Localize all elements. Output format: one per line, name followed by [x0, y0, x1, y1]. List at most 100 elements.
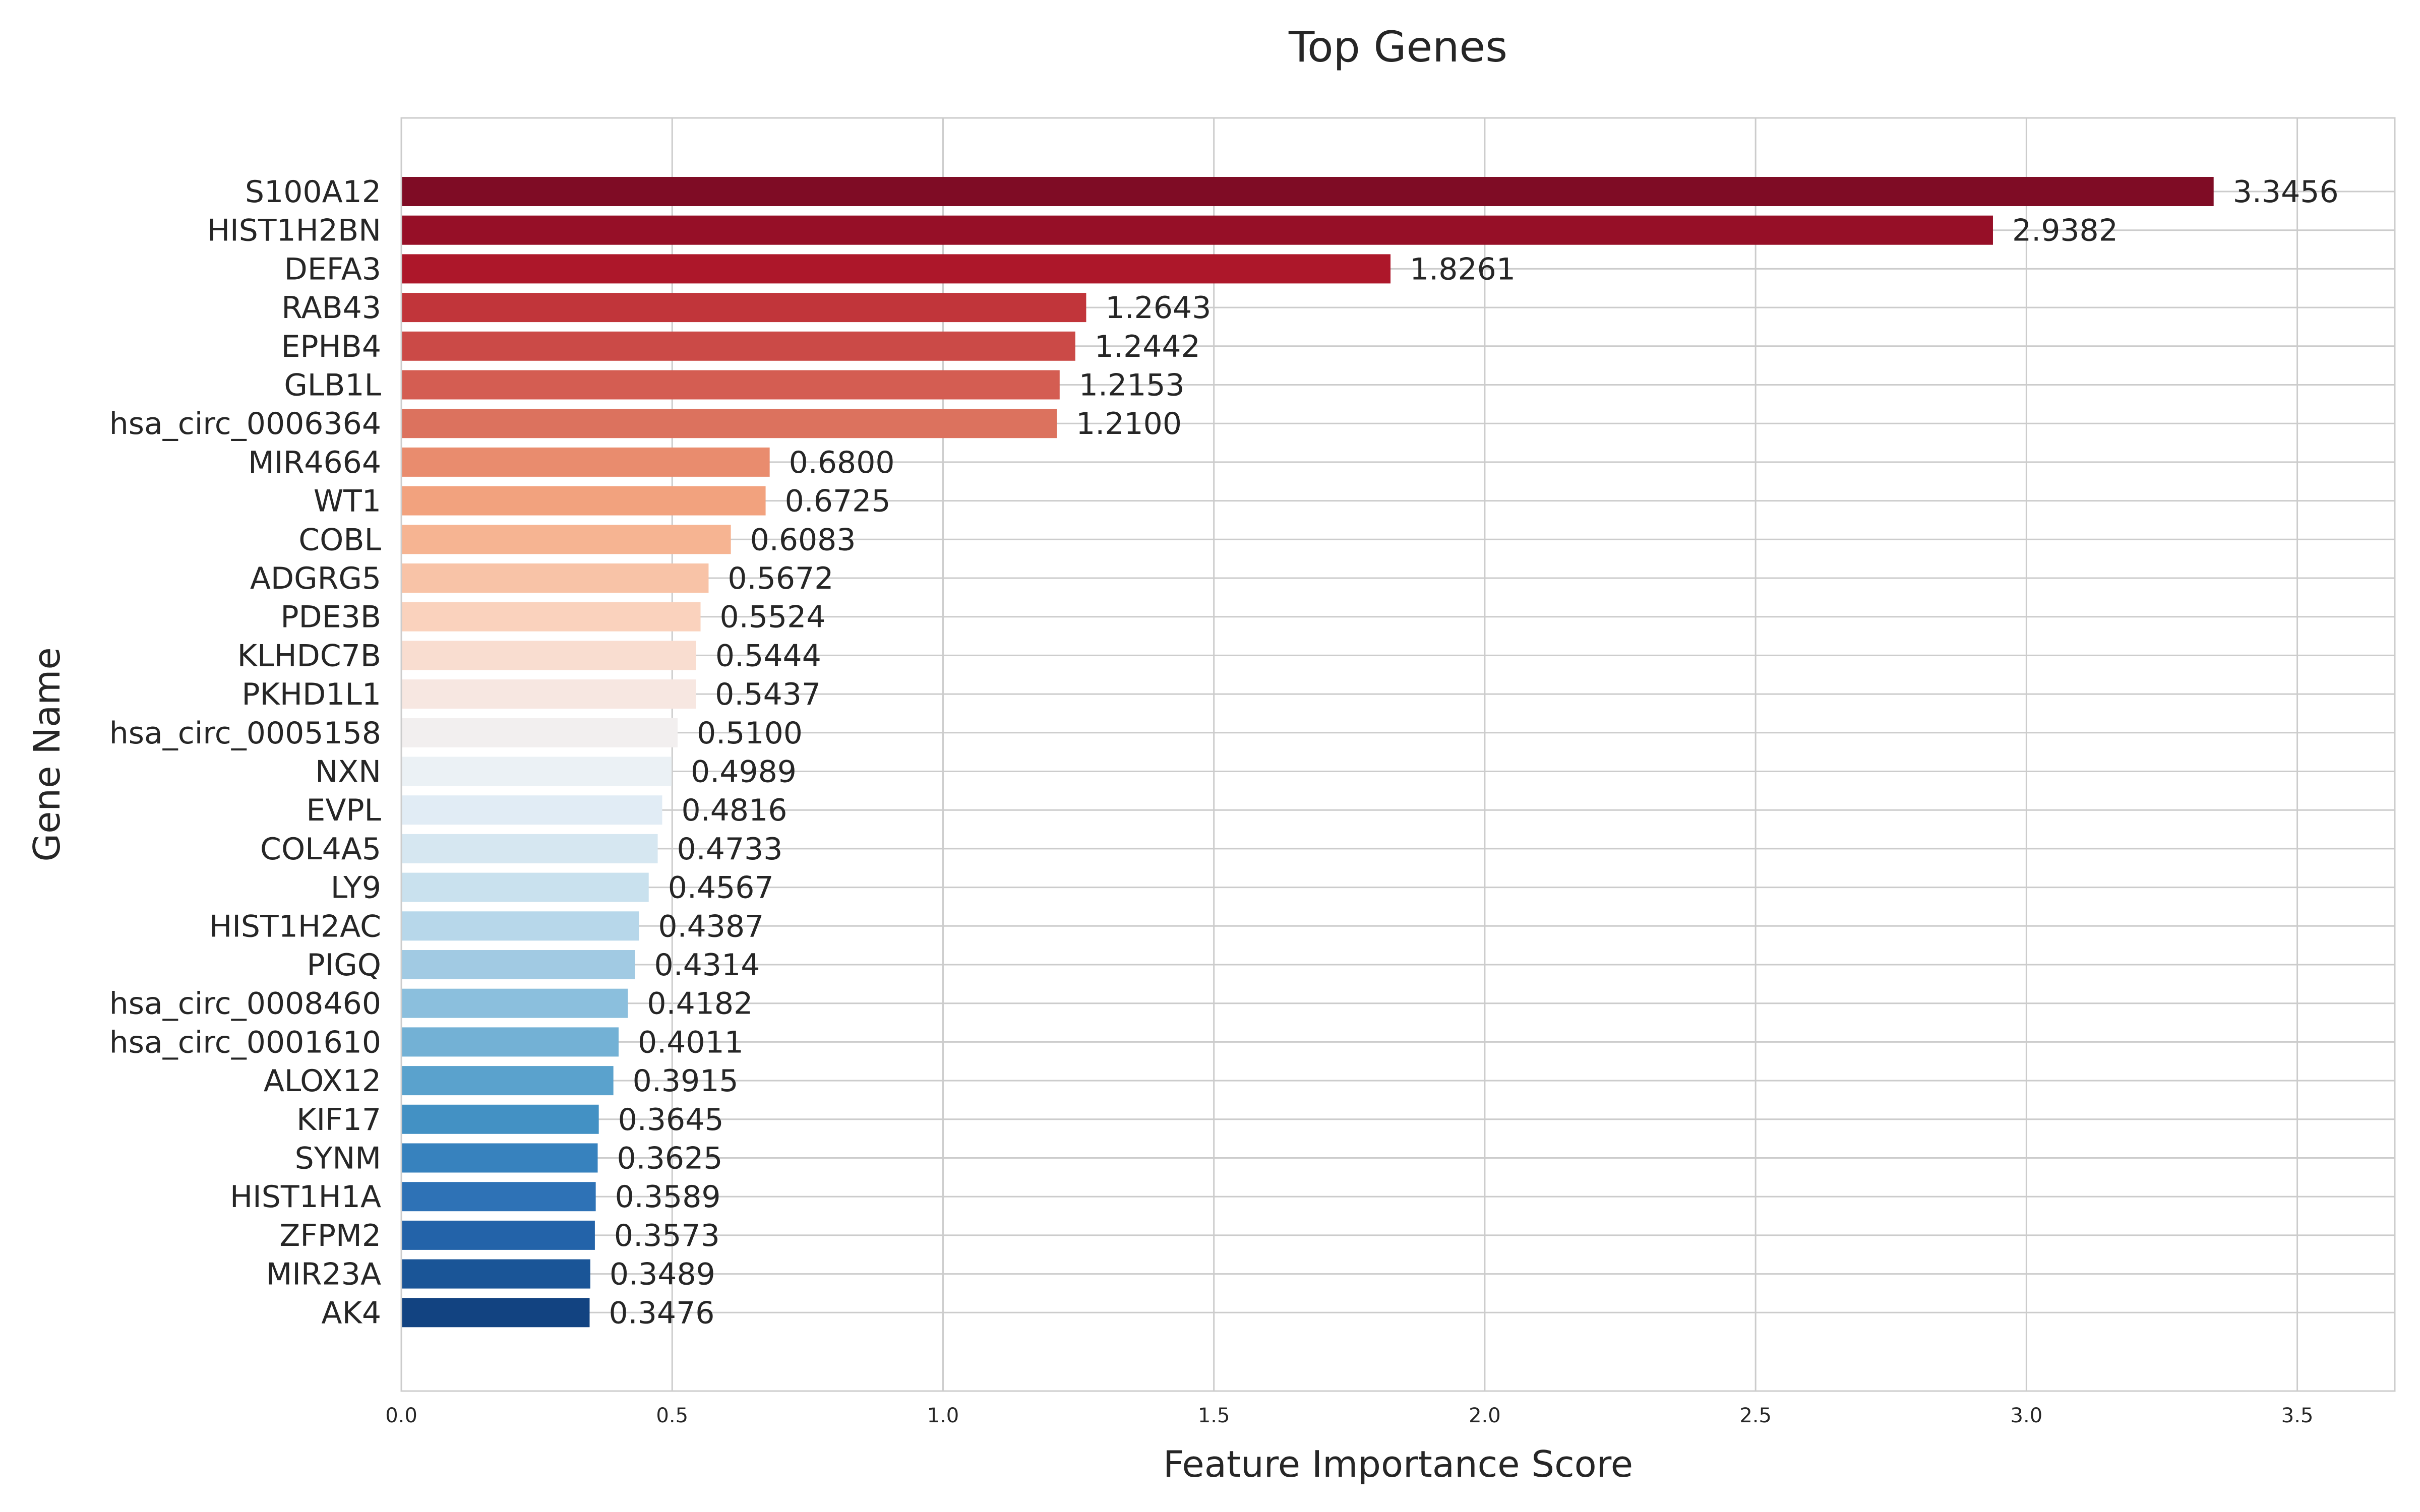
bar — [401, 254, 1391, 284]
bar — [401, 215, 1993, 245]
bar — [401, 795, 662, 825]
gene-label: HIST1H2AC — [209, 909, 381, 944]
value-label: 0.3625 — [617, 1141, 722, 1176]
value-label: 0.4733 — [677, 832, 783, 867]
gene-label: KIF17 — [296, 1102, 381, 1138]
x-tick-labels: 0.0 0.5 1.0 1.5 2.0 2.5 3.0 3.5 — [385, 1404, 2313, 1427]
bar — [401, 641, 696, 670]
value-label: 1.2153 — [1079, 368, 1185, 403]
gene-label: PKHD1L1 — [241, 677, 381, 712]
value-label: 3.3456 — [2233, 174, 2339, 210]
gene-label: COL4A5 — [260, 832, 381, 867]
gene-label: hsa_circ_0001610 — [109, 1025, 381, 1060]
bar — [401, 872, 649, 902]
gene-label: EVPL — [306, 793, 381, 828]
bar — [401, 563, 709, 593]
value-label: 0.3573 — [614, 1218, 720, 1253]
value-label: 0.4816 — [681, 793, 787, 828]
gene-label: RAB43 — [281, 290, 381, 326]
gene-label: EPHB4 — [281, 329, 381, 364]
x-tick-label: 0.0 — [385, 1404, 417, 1427]
bar — [401, 370, 1060, 400]
gene-label: S100A12 — [245, 174, 381, 210]
x-tick-label: 1.0 — [927, 1404, 959, 1427]
value-label: 0.6083 — [750, 522, 856, 557]
gene-label: NXN — [315, 754, 381, 790]
bar — [401, 1220, 595, 1250]
value-label: 0.3489 — [610, 1257, 715, 1292]
x-axis-label: Feature Importance Score — [1163, 1443, 1633, 1485]
bar — [401, 950, 635, 979]
value-label: 0.3476 — [609, 1295, 714, 1331]
gene-label: ALOX12 — [264, 1063, 381, 1099]
gene-label: HIST1H2BN — [207, 213, 381, 248]
gene-label: COBL — [298, 522, 381, 557]
bar — [401, 1298, 590, 1328]
value-label: 1.2100 — [1076, 406, 1182, 442]
bar — [401, 409, 1057, 438]
gene-name-labels: S100A12HIST1H2BNDEFA3RAB43EPHB4GLB1Lhsa_… — [109, 174, 382, 1331]
bar — [401, 718, 678, 747]
bar — [401, 177, 2214, 206]
x-tick-label: 3.5 — [2281, 1404, 2314, 1427]
x-tick-label: 0.5 — [656, 1404, 688, 1427]
gene-label: DEFA3 — [284, 251, 381, 287]
gene-label: MIR4664 — [248, 445, 381, 480]
value-label: 0.5100 — [697, 716, 803, 751]
bar — [401, 1027, 619, 1057]
bar — [401, 679, 696, 709]
value-label: 0.5524 — [720, 600, 826, 635]
value-label: 0.3645 — [618, 1102, 724, 1138]
gene-label: MIR23A — [266, 1257, 381, 1292]
value-label: 0.3915 — [633, 1063, 739, 1099]
gene-label: SYNM — [295, 1141, 381, 1176]
bar — [401, 293, 1086, 323]
value-label: 0.4182 — [647, 986, 753, 1022]
bar — [401, 1182, 596, 1212]
gene-label: WT1 — [314, 484, 381, 519]
x-tick-label: 2.0 — [1469, 1404, 1501, 1427]
value-label: 0.3589 — [615, 1179, 721, 1215]
gene-label: hsa_circ_0006364 — [109, 406, 381, 442]
value-label: 1.2442 — [1095, 329, 1200, 364]
value-label: 0.6800 — [789, 445, 895, 480]
x-tick-label: 3.0 — [2011, 1404, 2043, 1427]
value-label: 0.4387 — [658, 909, 764, 944]
x-tick-label: 1.5 — [1198, 1404, 1230, 1427]
gene-label: hsa_circ_0005158 — [109, 716, 381, 751]
bar — [401, 602, 701, 632]
bar — [401, 1259, 590, 1289]
value-label: 0.5444 — [715, 638, 821, 673]
value-label: 0.5437 — [715, 677, 821, 712]
bar — [401, 834, 658, 863]
bar — [401, 1143, 598, 1173]
gene-label: KLHDC7B — [237, 638, 381, 673]
gene-label: ZFPM2 — [279, 1218, 381, 1253]
bar — [401, 1066, 614, 1096]
gene-label: GLB1L — [284, 368, 381, 403]
bar — [401, 331, 1075, 361]
value-label: 1.2643 — [1105, 290, 1211, 326]
value-label: 0.4011 — [638, 1025, 744, 1060]
bar — [401, 988, 628, 1018]
bar — [401, 1104, 599, 1134]
gene-label: hsa_circ_0008460 — [109, 986, 381, 1022]
bar — [401, 447, 770, 477]
bar — [401, 911, 639, 941]
gene-label: ADGRG5 — [250, 561, 381, 596]
value-label: 2.9382 — [2012, 213, 2118, 248]
bars — [401, 177, 2214, 1328]
value-label: 1.8261 — [1410, 251, 1516, 287]
bar — [401, 486, 766, 516]
value-label: 0.5672 — [728, 561, 833, 596]
value-label: 0.4314 — [654, 948, 760, 983]
y-axis-label: Gene Name — [26, 647, 68, 861]
bar — [401, 525, 731, 554]
value-label: 0.4989 — [691, 754, 797, 790]
gene-label: PDE3B — [280, 600, 381, 635]
gene-label: LY9 — [331, 870, 381, 906]
gene-label: HIST1H1A — [230, 1179, 381, 1215]
value-label: 0.6725 — [785, 484, 891, 519]
chart-title: Top Genes — [1288, 22, 1507, 72]
